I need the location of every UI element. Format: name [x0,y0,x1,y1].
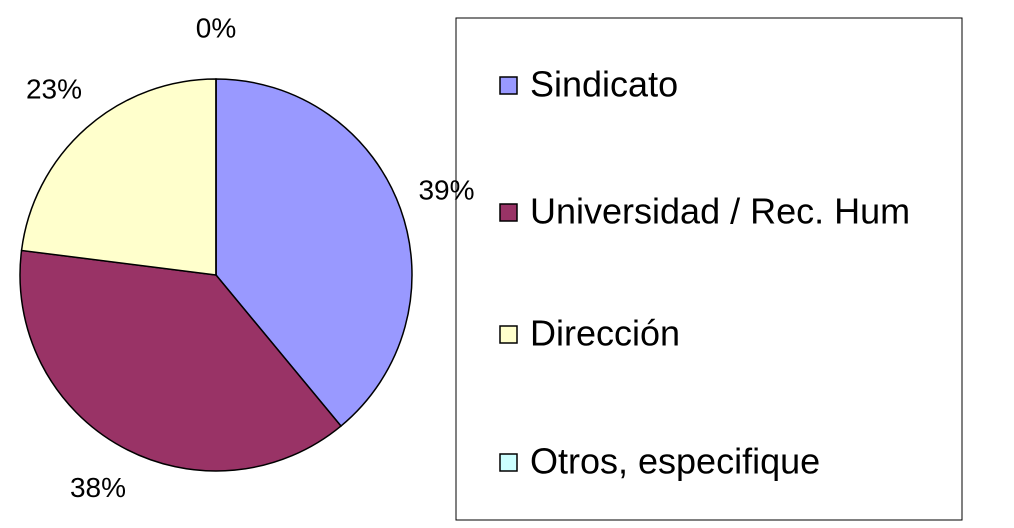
legend-box [455,17,963,521]
pie-slice [19,249,342,472]
legend-label: Dirección [530,313,680,354]
pie-slice [20,78,217,276]
legend-swatch [499,203,518,222]
legend-swatch [499,453,518,472]
legend-label: Universidad / Rec. Hum [530,191,910,232]
data-label: 0% [196,12,236,43]
pie-slice [215,78,413,428]
legend-label: Otros, especifique [530,441,820,482]
legend-label: Sindicato [530,64,678,105]
data-label: 38% [70,472,126,503]
data-label: 39% [418,174,474,205]
data-label: 23% [26,74,82,105]
legend-swatch [499,76,518,95]
legend-swatch [499,325,518,344]
